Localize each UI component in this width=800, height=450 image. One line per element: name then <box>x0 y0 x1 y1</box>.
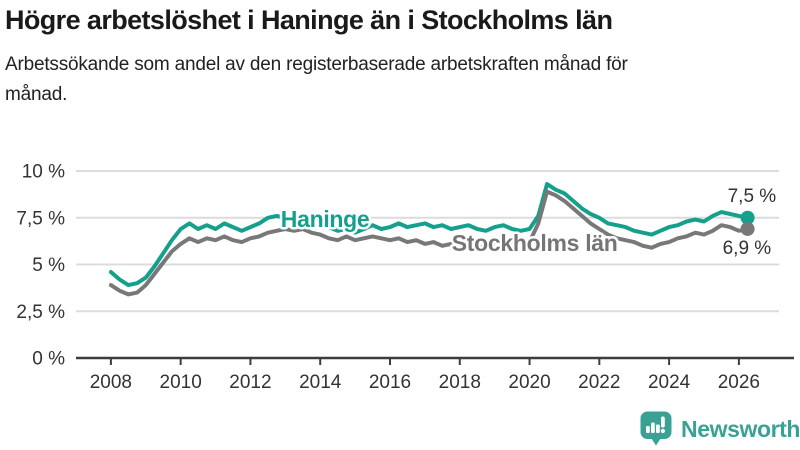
series-end-dot <box>740 221 755 236</box>
x-tick-label: 2022 <box>578 372 620 393</box>
x-tick-label: 2014 <box>299 372 342 393</box>
y-tick-label: 0 % <box>32 349 65 370</box>
y-tick-label: 5 % <box>32 255 65 276</box>
bar-chart-speech-bubble-icon <box>640 411 672 446</box>
y-tick-label: 10 % <box>22 162 65 183</box>
y-tick-label: 7,5 % <box>16 208 65 229</box>
series-line-stockholms-lan <box>108 189 750 297</box>
brand-name: Newsworthy <box>681 415 800 442</box>
y-tick-label: 2,5 % <box>16 302 65 323</box>
x-tick-label: 2020 <box>508 372 550 393</box>
end-value-label: 7,5 % <box>728 186 777 207</box>
x-tick-label: 2016 <box>369 372 411 393</box>
x-tick-label: 2024 <box>648 372 691 393</box>
page-title: Högre arbetslöshet i Haninge än i Stockh… <box>5 5 613 35</box>
series-label: Haninge <box>281 206 370 232</box>
chart-subtitle: Arbetssökande som andel av den registerb… <box>5 54 628 105</box>
chart-header: Högre arbetslöshet i Haninge än i Stockh… <box>5 4 795 109</box>
x-tick-label: 2010 <box>160 372 202 393</box>
brand-footer: Newsworthy <box>639 409 800 449</box>
series-end-dot <box>740 210 755 225</box>
x-tick-label: 2012 <box>229 372 271 393</box>
x-tick-label: 2008 <box>90 372 132 393</box>
end-value-label: 6,9 % <box>723 238 772 259</box>
x-tick-label: 2026 <box>718 372 760 393</box>
series-line-haninge <box>108 182 750 288</box>
series-label: Stockholms län <box>452 230 618 256</box>
x-tick-label: 2018 <box>439 372 481 393</box>
